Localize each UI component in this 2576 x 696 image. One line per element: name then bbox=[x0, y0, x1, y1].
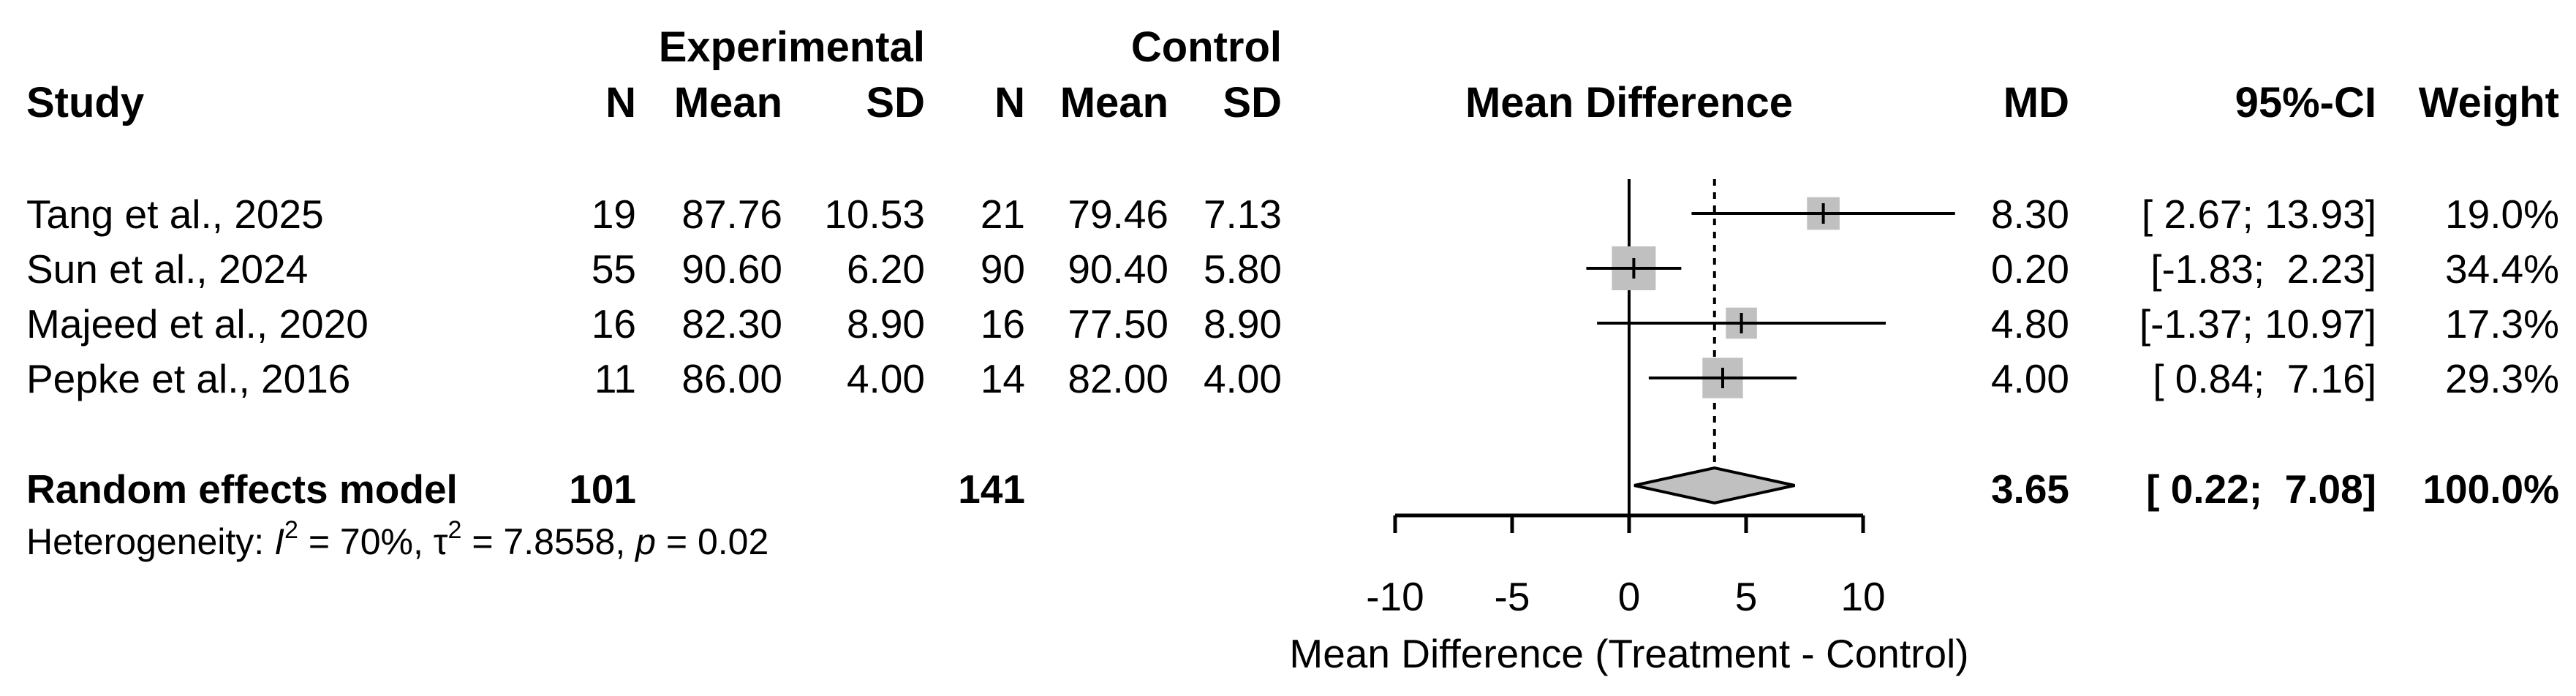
header-exp-mean: Mean bbox=[674, 79, 782, 126]
study-row: Sun et al., 2024 55 90.60 6.20 90 90.40 … bbox=[26, 246, 2559, 292]
ci-value: [-1.37; 10.97] bbox=[2139, 301, 2376, 347]
header-mean-difference: Mean Difference bbox=[1465, 79, 1793, 126]
ctrl-sd: 4.00 bbox=[1204, 356, 1282, 401]
ctrl-n: 90 bbox=[981, 246, 1025, 292]
ctrl-mean: 82.00 bbox=[1068, 356, 1168, 401]
ctrl-sd: 8.90 bbox=[1204, 301, 1282, 347]
header-weight: Weight bbox=[2419, 79, 2559, 126]
model-ctrl-n: 141 bbox=[958, 466, 1025, 512]
x-tick-label: 10 bbox=[1840, 574, 1885, 619]
header-experimental: Experimental bbox=[659, 23, 925, 71]
x-tick-label: -5 bbox=[1495, 574, 1530, 619]
header-ctrl-n: N bbox=[994, 79, 1025, 126]
ci-value: [-1.83; 2.23] bbox=[2150, 246, 2376, 292]
weight-value: 34.4% bbox=[2445, 246, 2559, 292]
weight-value: 17.3% bbox=[2445, 301, 2559, 347]
ctrl-n: 21 bbox=[981, 192, 1025, 237]
exp-n: 16 bbox=[592, 301, 636, 347]
model-md: 3.65 bbox=[1991, 466, 2069, 512]
md-value: 0.20 bbox=[1991, 246, 2069, 292]
x-tick-label: 0 bbox=[1618, 574, 1641, 619]
md-value: 4.80 bbox=[1991, 301, 2069, 347]
heterogeneity-text: Heterogeneity: I2 = 70%, τ2 = 7.8558, p … bbox=[26, 516, 768, 562]
ctrl-sd: 7.13 bbox=[1204, 192, 1282, 237]
weight-value: 29.3% bbox=[2445, 356, 2559, 401]
x-tick-label: -10 bbox=[1366, 574, 1424, 619]
header-md: MD bbox=[2003, 79, 2069, 126]
md-value: 4.00 bbox=[1991, 356, 2069, 401]
plot-area: -10 -5 0 5 10 Mean Difference (Treatment - C… bbox=[1289, 179, 1969, 676]
exp-mean: 86.00 bbox=[681, 356, 782, 401]
exp-sd: 4.00 bbox=[847, 356, 925, 401]
study-row: Tang et al., 2025 19 87.76 10.53 21 79.4… bbox=[26, 192, 2559, 237]
header-ctrl-sd: SD bbox=[1223, 79, 1282, 126]
exp-mean: 82.30 bbox=[681, 301, 782, 347]
weight-value: 19.0% bbox=[2445, 192, 2559, 237]
ctrl-sd: 5.80 bbox=[1204, 246, 1282, 292]
header-exp-n: N bbox=[605, 79, 636, 126]
header-study: Study bbox=[26, 79, 144, 126]
model-label: Random effects model bbox=[26, 466, 458, 512]
model-exp-n: 101 bbox=[569, 466, 636, 512]
header-control: Control bbox=[1131, 23, 1282, 71]
exp-n: 19 bbox=[592, 192, 636, 237]
header-ci: 95%-CI bbox=[2235, 79, 2376, 126]
x-axis-label: Mean Difference (Treatment - Control) bbox=[1289, 631, 1968, 676]
header-ctrl-mean: Mean bbox=[1060, 79, 1168, 126]
x-tick-label: 5 bbox=[1735, 574, 1758, 619]
ctrl-mean: 77.50 bbox=[1068, 301, 1168, 347]
table-headers: Experimental Control Study N Mean SD N M… bbox=[26, 23, 2559, 126]
header-exp-sd: SD bbox=[866, 79, 925, 126]
ci-value: [ 2.67; 13.93] bbox=[2142, 192, 2376, 237]
pooled-diamond bbox=[1633, 466, 1795, 505]
exp-n: 11 bbox=[594, 356, 636, 401]
exp-sd: 10.53 bbox=[824, 192, 925, 237]
study-name: Pepke et al., 2016 bbox=[26, 356, 350, 401]
study-name: Tang et al., 2025 bbox=[26, 192, 324, 237]
exp-n: 55 bbox=[592, 246, 636, 292]
study-row: Majeed et al., 2020 16 82.30 8.90 16 77.… bbox=[26, 301, 2559, 347]
ctrl-n: 16 bbox=[981, 301, 1025, 347]
ctrl-n: 14 bbox=[981, 356, 1025, 401]
exp-sd: 6.20 bbox=[847, 246, 925, 292]
model-ci: [ 0.22; 7.08] bbox=[2146, 466, 2376, 512]
study-row: Pepke et al., 2016 11 86.00 4.00 14 82.0… bbox=[26, 356, 2559, 401]
exp-mean: 90.60 bbox=[681, 246, 782, 292]
ci-value: [ 0.84; 7.16] bbox=[2153, 356, 2376, 401]
model-weight: 100.0% bbox=[2422, 466, 2559, 512]
md-value: 8.30 bbox=[1991, 192, 2069, 237]
ctrl-mean: 90.40 bbox=[1068, 246, 1168, 292]
study-name: Majeed et al., 2020 bbox=[26, 301, 369, 347]
exp-mean: 87.76 bbox=[681, 192, 782, 237]
study-name: Sun et al., 2024 bbox=[26, 246, 308, 292]
exp-sd: 8.90 bbox=[847, 301, 925, 347]
ctrl-mean: 79.46 bbox=[1068, 192, 1168, 237]
model-row: Random effects model 101 141 3.65 [ 0.22… bbox=[26, 466, 2559, 512]
